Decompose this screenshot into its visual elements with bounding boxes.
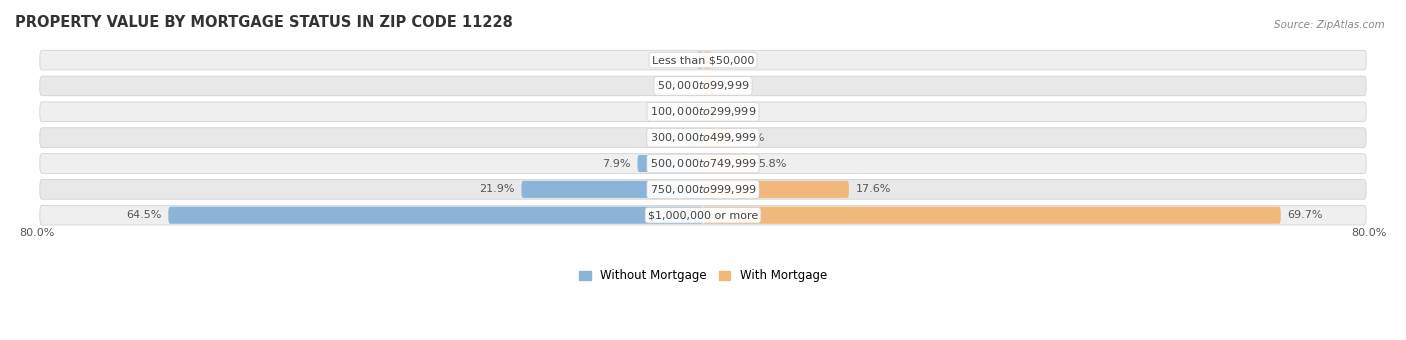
Text: $300,000 to $499,999: $300,000 to $499,999 xyxy=(650,131,756,144)
FancyBboxPatch shape xyxy=(703,52,711,69)
Text: $100,000 to $299,999: $100,000 to $299,999 xyxy=(650,105,756,118)
Text: 0.26%: 0.26% xyxy=(659,81,695,91)
Text: 2.1%: 2.1% xyxy=(651,133,679,143)
FancyBboxPatch shape xyxy=(700,78,703,95)
Text: PROPERTY VALUE BY MORTGAGE STATUS IN ZIP CODE 11228: PROPERTY VALUE BY MORTGAGE STATUS IN ZIP… xyxy=(15,15,513,30)
Text: 64.5%: 64.5% xyxy=(127,210,162,220)
FancyBboxPatch shape xyxy=(703,103,714,120)
FancyBboxPatch shape xyxy=(703,181,849,198)
FancyBboxPatch shape xyxy=(637,155,703,172)
FancyBboxPatch shape xyxy=(39,50,1367,70)
Text: $1,000,000 or more: $1,000,000 or more xyxy=(648,210,758,220)
FancyBboxPatch shape xyxy=(39,205,1367,225)
Text: 69.7%: 69.7% xyxy=(1288,210,1323,220)
Text: 5.8%: 5.8% xyxy=(758,158,786,169)
FancyBboxPatch shape xyxy=(39,128,1367,148)
Text: 3.2%: 3.2% xyxy=(737,133,765,143)
Text: Less than $50,000: Less than $50,000 xyxy=(652,55,754,65)
Text: 17.6%: 17.6% xyxy=(855,184,891,194)
Text: 21.9%: 21.9% xyxy=(479,184,515,194)
FancyBboxPatch shape xyxy=(522,181,703,198)
FancyBboxPatch shape xyxy=(703,155,751,172)
Text: 2.6%: 2.6% xyxy=(647,107,675,117)
Text: Source: ZipAtlas.com: Source: ZipAtlas.com xyxy=(1274,20,1385,30)
FancyBboxPatch shape xyxy=(703,78,714,95)
Text: 1.1%: 1.1% xyxy=(718,55,747,65)
Text: 0.79%: 0.79% xyxy=(654,55,690,65)
FancyBboxPatch shape xyxy=(703,207,1281,224)
Text: 80.0%: 80.0% xyxy=(1351,228,1386,238)
FancyBboxPatch shape xyxy=(686,129,703,146)
FancyBboxPatch shape xyxy=(39,76,1367,96)
FancyBboxPatch shape xyxy=(696,52,703,69)
Legend: Without Mortgage, With Mortgage: Without Mortgage, With Mortgage xyxy=(574,265,832,287)
Text: 7.9%: 7.9% xyxy=(602,158,631,169)
FancyBboxPatch shape xyxy=(39,154,1367,173)
FancyBboxPatch shape xyxy=(39,102,1367,122)
FancyBboxPatch shape xyxy=(39,180,1367,199)
Text: 1.4%: 1.4% xyxy=(721,107,749,117)
FancyBboxPatch shape xyxy=(682,103,703,120)
Text: $50,000 to $99,999: $50,000 to $99,999 xyxy=(657,80,749,92)
Text: $750,000 to $999,999: $750,000 to $999,999 xyxy=(650,183,756,196)
Text: $500,000 to $749,999: $500,000 to $749,999 xyxy=(650,157,756,170)
Text: 1.3%: 1.3% xyxy=(720,81,748,91)
FancyBboxPatch shape xyxy=(169,207,703,224)
Text: 80.0%: 80.0% xyxy=(20,228,55,238)
FancyBboxPatch shape xyxy=(703,129,730,146)
